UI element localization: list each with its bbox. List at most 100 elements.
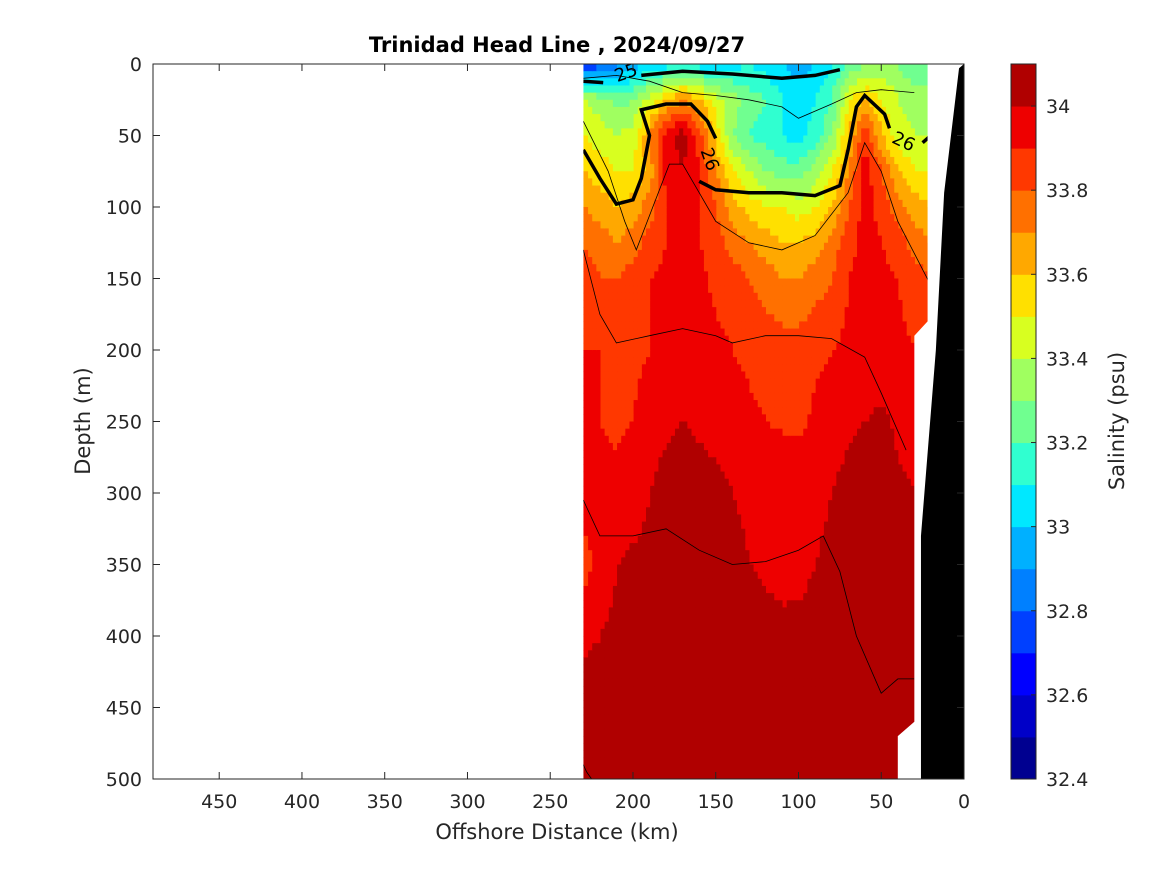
salinity-cell [864,364,870,373]
salinity-cell [872,350,878,358]
salinity-cell [831,164,837,172]
salinity-cell [769,242,775,251]
salinity-cell [881,571,886,580]
salinity-cell [765,78,771,87]
salinity-cell [889,149,895,158]
salinity-cell [786,350,791,358]
salinity-cell [794,628,800,637]
salinity-cell [781,485,787,494]
salinity-cell [752,507,758,516]
salinity-cell [740,106,746,115]
salinity-cell [761,771,766,779]
salinity-cell [744,521,750,530]
salinity-cell [918,156,924,165]
salinity-cell [790,214,795,222]
salinity-cell [740,593,746,601]
salinity-cell [777,736,783,744]
salinity-cell [844,585,849,594]
salinity-cell [724,471,729,480]
salinity-cell [897,593,903,601]
salinity-cell [781,221,787,230]
salinity-cell [823,564,829,573]
salinity-cell [922,185,928,194]
salinity-cell [864,543,870,551]
salinity-cell [781,664,787,673]
salinity-cell [773,214,779,222]
salinity-cell [748,557,754,566]
salinity-cell [827,721,833,730]
salinity-cell [794,686,800,694]
salinity-cell [736,392,742,401]
salinity-cell [910,321,915,330]
salinity-cell [740,628,746,637]
salinity-cell [732,278,738,287]
salinity-cell [802,771,808,779]
salinity-cell [856,457,862,465]
salinity-cell [827,671,833,680]
salinity-cell [906,235,911,244]
salinity-cell [872,557,878,566]
salinity-cell [806,657,812,666]
salinity-cell [839,64,845,72]
salinity-cell [856,357,862,365]
salinity-cell [848,221,853,230]
salinity-cell [732,528,738,537]
salinity-cell [765,543,771,551]
salinity-cell [893,385,899,394]
salinity-cell [798,364,804,373]
salinity-cell [848,771,853,779]
salinity-cell [844,521,849,530]
salinity-cell [806,285,812,294]
salinity-cell [798,450,804,458]
salinity-cell [786,728,791,737]
salinity-cell [736,264,742,272]
salinity-cell [744,285,750,294]
salinity-cell [877,478,882,487]
salinity-cell [798,550,804,558]
salinity-cell [757,471,762,480]
salinity-cell [732,764,738,773]
salinity-cell [802,650,808,659]
salinity-cell [831,99,837,108]
salinity-cell [827,235,833,244]
salinity-cell [802,342,808,351]
salinity-cell [777,335,783,344]
salinity-cell [740,707,746,716]
salinity-cell [864,392,870,401]
salinity-cell [864,164,870,172]
salinity-cell [848,214,853,222]
salinity-cell [781,214,787,222]
salinity-cell [823,700,829,709]
salinity-cell [877,228,882,237]
salinity-cell [806,428,812,437]
salinity-cell [736,321,742,330]
salinity-cell [802,528,808,537]
salinity-cell [781,614,787,623]
salinity-cell [757,407,762,415]
salinity-cell [736,414,742,423]
salinity-cell [827,199,833,208]
salinity-cell [761,85,766,94]
salinity-cell [777,242,783,251]
salinity-cell [744,271,750,280]
salinity-cell [831,414,837,423]
salinity-cell [728,242,733,251]
salinity-cell [786,99,791,108]
salinity-cell [906,636,911,644]
salinity-cell [752,457,758,465]
salinity-cell [889,736,895,744]
salinity-cell [761,535,766,544]
salinity-cell [744,207,750,215]
salinity-cell [769,571,775,580]
salinity-cell [728,528,733,537]
salinity-cell [806,264,812,272]
salinity-cell [748,514,754,523]
salinity-cell [798,121,804,129]
salinity-cell [885,78,891,87]
salinity-cell [823,64,829,72]
salinity-cell [752,736,758,744]
salinity-cell [831,235,837,244]
salinity-cell [844,350,849,358]
salinity-cell [827,414,833,423]
salinity-cell [860,249,866,258]
